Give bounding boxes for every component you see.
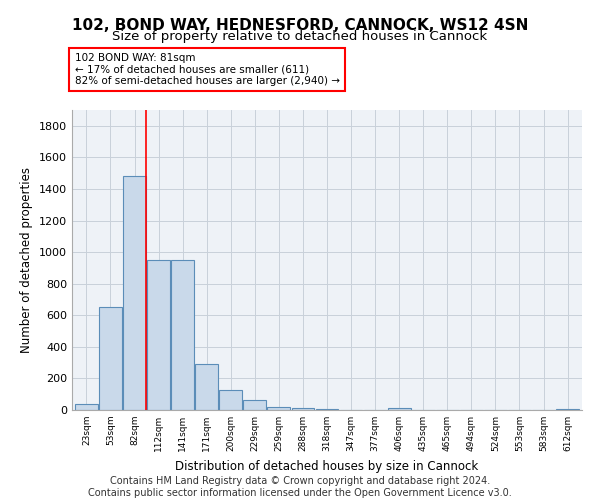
X-axis label: Distribution of detached houses by size in Cannock: Distribution of detached houses by size … bbox=[175, 460, 479, 472]
Bar bbox=[99, 308, 122, 410]
Bar bbox=[195, 364, 218, 410]
Text: 102, BOND WAY, HEDNESFORD, CANNOCK, WS12 4SN: 102, BOND WAY, HEDNESFORD, CANNOCK, WS12… bbox=[72, 18, 528, 32]
Bar bbox=[244, 400, 266, 410]
Y-axis label: Number of detached properties: Number of detached properties bbox=[20, 167, 34, 353]
Text: 102 BOND WAY: 81sqm
← 17% of detached houses are smaller (611)
82% of semi-detac: 102 BOND WAY: 81sqm ← 17% of detached ho… bbox=[74, 53, 340, 86]
Bar bbox=[147, 260, 170, 410]
Bar bbox=[75, 404, 98, 410]
Bar bbox=[171, 260, 194, 410]
Bar bbox=[123, 176, 146, 410]
Bar bbox=[268, 407, 290, 410]
Text: Size of property relative to detached houses in Cannock: Size of property relative to detached ho… bbox=[112, 30, 488, 43]
Text: Contains HM Land Registry data © Crown copyright and database right 2024.
Contai: Contains HM Land Registry data © Crown c… bbox=[88, 476, 512, 498]
Bar bbox=[292, 408, 314, 410]
Bar bbox=[388, 408, 410, 410]
Bar bbox=[220, 390, 242, 410]
Bar bbox=[556, 409, 579, 410]
Bar bbox=[316, 409, 338, 410]
